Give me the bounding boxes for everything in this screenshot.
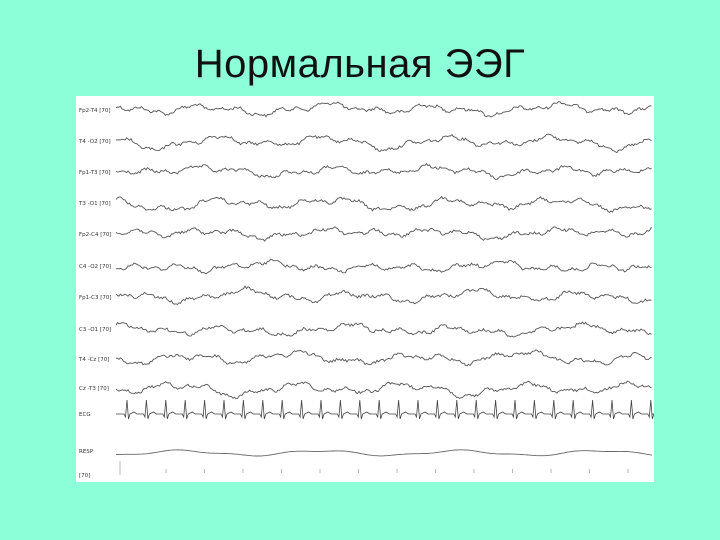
channel-label: T3 -O1 [70] <box>78 201 111 207</box>
eeg-channel-trace <box>115 195 652 213</box>
channel-label: Fp2-C4 [70] <box>79 232 112 238</box>
eeg-channel-trace <box>115 226 652 242</box>
eeg-channel-trace <box>115 133 652 154</box>
channel-label: T4 -Cz [70] <box>78 357 109 363</box>
slide-title: Нормальная ЭЭГ <box>194 42 526 86</box>
channel-label: Fp1-C3 [70] <box>79 295 112 301</box>
eeg-traces: Fp2-T4 [70] T4 -O2 [70] Fp1-T3 [70] T3 -O1 … <box>78 101 654 479</box>
eeg-channel-trace <box>115 349 652 367</box>
channel-label: Fp2-T4 [70] <box>79 108 111 114</box>
resp-trace <box>115 449 653 457</box>
channel-label: Cz -T3 [70] <box>79 386 109 392</box>
eeg-channel-trace <box>115 380 652 400</box>
channel-label: T4 -O2 [70] <box>78 139 111 145</box>
resp-label: RESP <box>79 449 94 455</box>
eeg-channel-trace <box>115 285 652 306</box>
eeg-channel-trace <box>115 321 652 338</box>
eeg-channel-trace <box>115 162 652 180</box>
eeg-recording-panel: Fp2-T4 [70] T4 -O2 [70] Fp1-T3 [70] T3 -O1 … <box>76 96 654 482</box>
scale-label: [70] <box>79 473 90 479</box>
channel-label: C4 -O2 [70] <box>79 264 111 270</box>
ecg-label: ECG <box>79 412 91 418</box>
ecg-trace <box>116 399 654 420</box>
eeg-channel-trace <box>115 258 652 275</box>
channel-label: C3 -O1 [70] <box>79 327 111 333</box>
channel-label: Fp1-T3 [70] <box>79 170 111 176</box>
eeg-channel-trace <box>115 101 652 118</box>
